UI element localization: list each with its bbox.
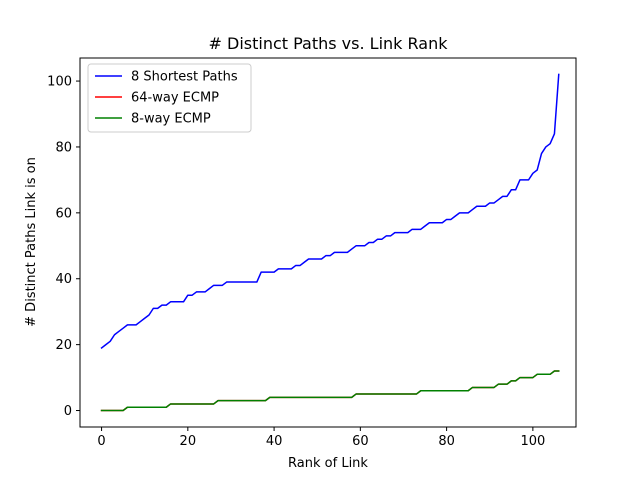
x-axis-label: Rank of Link [288,456,368,471]
x-axis: 0 20 40 60 80 100 [97,427,545,449]
y-axis-label: # Distinct Paths Link is on [24,157,39,327]
y-tick-label: 20 [55,338,72,353]
x-tick-label: 40 [266,434,283,449]
plot-frame [79,57,577,428]
y-tick-label: 0 [64,404,72,419]
y-tick-label: 100 [47,75,72,90]
x-tick-label: 20 [180,434,197,449]
x-tick-label: 100 [520,434,545,449]
y-tick-label: 40 [55,272,72,287]
legend-label-1: 8 Shortest Paths [131,70,238,85]
x-tick-label: 0 [97,434,105,449]
y-tick-label: 60 [55,206,72,221]
legend: 8 Shortest Paths 64-way ECMP 8-way ECMP [87,63,252,133]
plot-series [100,73,560,412]
x-tick-label: 60 [352,434,369,449]
y-axis: 0 20 40 60 80 100 [47,75,80,419]
series-line-1 [100,73,560,349]
chart-title: # Distinct Paths vs. Link Rank [209,34,449,53]
y-tick-label: 80 [55,140,72,155]
legend-label-3: 8-way ECMP [131,112,211,127]
series-line-3 [100,370,560,412]
legend-label-2: 64-way ECMP [131,91,219,106]
x-tick-label: 80 [438,434,455,449]
legend-box [87,63,252,133]
